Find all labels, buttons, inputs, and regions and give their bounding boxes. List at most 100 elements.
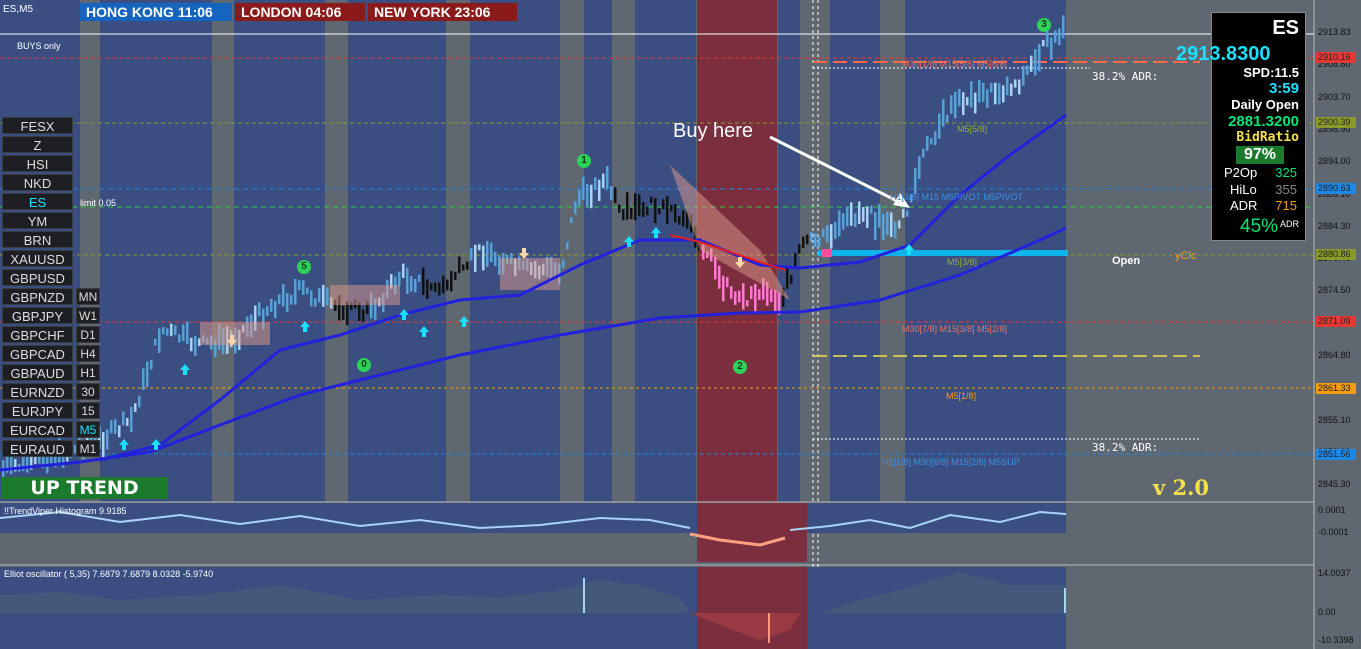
price-bar	[886, 211, 889, 236]
symbol-button-gbpnzd[interactable]: GBPNZD	[2, 288, 73, 305]
symbol-button-nkd[interactable]: NKD	[2, 174, 73, 191]
info-daily-open-label: Daily Open	[1231, 97, 1299, 112]
timeframe-button-m1[interactable]: M1	[76, 440, 100, 457]
session-band	[348, 0, 446, 502]
trend-badge: UP TREND	[1, 477, 168, 499]
price-bar	[682, 210, 685, 227]
price-level-tag: 2890.63	[1316, 183, 1356, 194]
version-label: v 2.0	[1153, 475, 1210, 500]
symbol-button-eurcad[interactable]: EURCAD	[2, 421, 73, 438]
session-background	[0, 0, 1315, 649]
symbol-button-eurjpy[interactable]: EURJPY	[2, 402, 73, 419]
price-bar	[438, 282, 441, 296]
price-bar	[582, 176, 585, 201]
timeframe-button-w1[interactable]: W1	[76, 307, 100, 324]
oscillator-positive	[0, 580, 690, 613]
histogram-band	[0, 503, 1066, 533]
price-bar	[22, 450, 25, 472]
timeframe-button-m5[interactable]: M5	[76, 421, 100, 438]
price-bar	[918, 156, 921, 179]
symbol-button-xauusd[interactable]: XAUUSD	[2, 250, 73, 267]
price-bar	[914, 168, 917, 194]
price-bar	[6, 457, 9, 473]
timeframe-button-mn[interactable]: MN	[76, 288, 100, 305]
timeframe-button-h4[interactable]: H4	[76, 345, 100, 362]
price-bar	[706, 251, 709, 258]
timeframe-button-15[interactable]: 15	[76, 402, 100, 419]
price-bar	[678, 216, 681, 225]
price-bar	[258, 302, 261, 317]
symbol-button-gbpusd[interactable]: GBPUSD	[2, 269, 73, 286]
price-bar	[950, 95, 953, 114]
price-bar	[822, 228, 825, 237]
price-bar	[1014, 79, 1017, 88]
symbol-button-gbpcad[interactable]: GBPCAD	[2, 345, 73, 362]
price-axis-label: 2874.50	[1318, 285, 1351, 296]
price-bar	[346, 301, 349, 326]
price-bar	[730, 286, 733, 299]
timeframe-button-h1[interactable]: H1	[76, 364, 100, 381]
price-bar	[126, 417, 129, 426]
symbol-button-es[interactable]: ES	[2, 193, 73, 210]
info-adr-label: ADR	[1230, 198, 1258, 213]
symbol-button-fesx[interactable]: FESX	[2, 117, 73, 134]
price-bar	[430, 283, 433, 291]
price-bar	[686, 211, 689, 229]
cloud-band	[500, 258, 560, 290]
clock-london: LONDON 04:06	[235, 3, 365, 21]
price-bar	[178, 334, 181, 343]
session-band	[234, 0, 325, 502]
histogram-axis-top: 0.0001	[1318, 505, 1346, 515]
oscillator-negative	[690, 613, 800, 640]
price-bar	[102, 432, 105, 459]
price-bar	[146, 361, 149, 387]
symbol-button-gbpaud[interactable]: GBPAUD	[2, 364, 73, 381]
price-bar	[830, 224, 833, 249]
price-bar	[254, 305, 257, 331]
symbol-button-gbpjpy[interactable]: GBPJPY	[2, 307, 73, 324]
info-hilo-label: HiLo	[1230, 182, 1257, 197]
symbol-button-eurnzd[interactable]: EURNZD	[2, 383, 73, 400]
price-bar	[826, 225, 829, 243]
symbol-button-ym[interactable]: YM	[2, 212, 73, 229]
price-bar	[566, 241, 569, 250]
price-bar	[1042, 40, 1045, 47]
price-bar	[50, 451, 53, 465]
price-bar	[610, 186, 613, 200]
symbol-button-euraud[interactable]: EURAUD	[2, 440, 73, 457]
price-bar	[194, 335, 197, 356]
price-bar	[270, 298, 273, 312]
timeframe-button-d1[interactable]: D1	[76, 326, 100, 343]
price-axis-label: 2898.90	[1318, 123, 1351, 134]
price-bar	[750, 286, 753, 299]
price-bar	[414, 278, 417, 293]
symbol-button-gbpchf[interactable]: GBPCHF	[2, 326, 73, 343]
price-bar	[374, 298, 377, 321]
buy-here-annotation: Buy here	[673, 120, 754, 142]
price-bar	[406, 267, 409, 294]
timeframe-button-30[interactable]: 30	[76, 383, 100, 400]
wave-marker-3: 3	[1037, 18, 1051, 32]
price-bar	[934, 131, 937, 146]
buy-arrow-icon	[300, 321, 310, 332]
oscillator-positive	[820, 572, 1066, 613]
price-bar	[734, 291, 737, 305]
price-axis-label: 2894.00	[1318, 156, 1351, 167]
price-bar	[634, 193, 637, 221]
red-ma-segment	[669, 234, 786, 271]
price-bar	[1062, 15, 1065, 39]
price-bar	[474, 244, 477, 272]
oscillator-axis-mid: 0.00	[1318, 607, 1336, 617]
symbol-button-brn[interactable]: BRN	[2, 231, 73, 248]
session-band	[100, 0, 212, 502]
symbol-button-hsi[interactable]: HSI	[2, 155, 73, 172]
price-bar	[54, 453, 57, 468]
price-bar	[942, 99, 945, 127]
info-spread: SPD:11.5	[1243, 65, 1299, 80]
symbol-button-z[interactable]: Z	[2, 136, 73, 153]
info-adr: 715	[1275, 198, 1297, 213]
price-bar	[906, 210, 909, 217]
price-bar	[1010, 83, 1013, 96]
price-bar	[274, 300, 277, 319]
